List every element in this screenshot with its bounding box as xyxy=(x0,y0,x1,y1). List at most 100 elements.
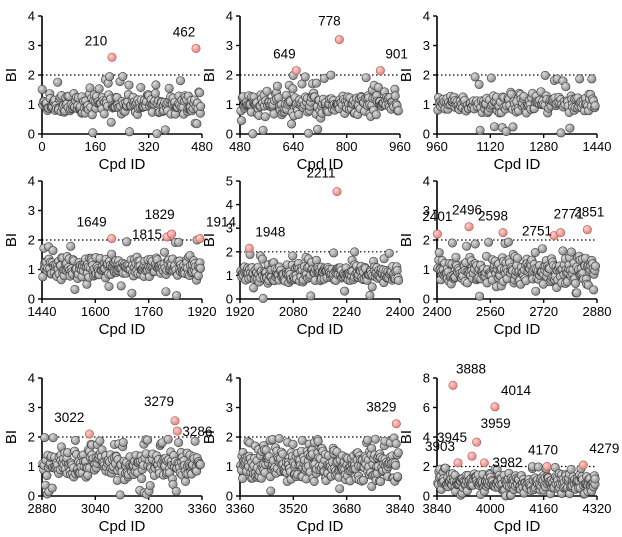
data-point xyxy=(575,74,585,84)
y-tick-label: 2 xyxy=(226,244,233,259)
data-point xyxy=(193,271,203,281)
outlier-point xyxy=(498,228,508,238)
data-point xyxy=(118,437,128,447)
y-axis-title: BI xyxy=(398,68,415,82)
x-tick-label: 320 xyxy=(138,139,160,154)
outlier-point xyxy=(244,243,254,253)
outlier-point xyxy=(107,52,117,62)
x-tick-label: 160 xyxy=(84,139,106,154)
data-point xyxy=(533,462,543,472)
data-point xyxy=(393,106,403,116)
outlier-label: 901 xyxy=(385,47,408,62)
data-point xyxy=(160,125,170,135)
x-tick-label: 3680 xyxy=(332,501,361,516)
data-point xyxy=(335,484,345,494)
outlier-label: 3959 xyxy=(481,416,511,431)
y-axis-title: BI xyxy=(3,430,20,444)
data-point xyxy=(150,88,160,98)
outlier-point xyxy=(84,429,94,439)
outlier-point xyxy=(479,458,489,468)
y-tick-label: 0 xyxy=(28,489,35,504)
outlier-label: 2751 xyxy=(522,224,552,239)
data-point xyxy=(143,435,153,445)
x-tick-label: 2880 xyxy=(28,501,57,516)
outlier-point xyxy=(170,416,180,426)
data-point xyxy=(106,117,116,127)
data-point xyxy=(587,74,597,84)
data-point xyxy=(361,73,371,83)
data-point xyxy=(371,110,381,120)
data-point xyxy=(558,246,568,256)
y-tick-label: 1 xyxy=(28,459,35,474)
x-axis-title: Cpd ID xyxy=(99,518,146,535)
outlier-label: 3286 xyxy=(182,424,212,439)
data-point xyxy=(367,282,377,292)
data-point xyxy=(258,293,268,303)
data-point xyxy=(375,477,385,487)
x-tick-label: 1440 xyxy=(583,139,612,154)
x-tick-label: 2240 xyxy=(332,304,361,319)
outlier-point xyxy=(291,66,301,76)
scatter-panel-5: 0 1 2 3 4 5 1920 2080 2240 2400 Cpd ID BI 1948 2211 xyxy=(201,166,414,338)
outlier-point xyxy=(453,458,463,468)
normal-points xyxy=(37,72,206,139)
x-axis-title: Cpd ID xyxy=(99,321,146,338)
normal-points xyxy=(236,70,403,139)
data-point xyxy=(288,439,298,449)
data-point xyxy=(248,129,258,139)
x-tick-label: 3360 xyxy=(188,501,217,516)
x-tick-label: 960 xyxy=(426,139,448,154)
data-point xyxy=(145,481,155,491)
scatter-panel-6: 0 1 2 3 4 2400 2560 2720 2880 Cpd ID BI 2401 2496259… xyxy=(398,174,611,339)
x-axis-title: Cpd ID xyxy=(494,321,541,338)
data-point xyxy=(390,91,400,101)
x-tick-label: 3840 xyxy=(423,501,452,516)
outlier-point xyxy=(195,234,205,244)
data-point xyxy=(340,286,350,296)
outlier-label: 3829 xyxy=(366,400,396,415)
outlier-label: 1829 xyxy=(145,207,175,222)
y-tick-label: 4 xyxy=(423,9,430,24)
outlier-label: 3279 xyxy=(144,394,174,409)
x-tick-label: 480 xyxy=(229,139,251,154)
data-point xyxy=(393,472,403,482)
data-point xyxy=(384,248,394,258)
data-point xyxy=(278,449,288,459)
outlier-label: 2771 xyxy=(554,207,584,222)
data-point xyxy=(370,434,380,444)
outlier-point xyxy=(582,225,592,235)
y-tick-label: 1 xyxy=(28,262,35,277)
outlier-point xyxy=(578,460,588,470)
x-tick-label: 1920 xyxy=(226,304,255,319)
y-tick-label: 5 xyxy=(226,174,233,189)
x-tick-label: 1600 xyxy=(81,304,110,319)
data-point xyxy=(508,122,518,132)
data-point xyxy=(176,76,186,86)
outlier-label: 4279 xyxy=(589,441,619,456)
scatter-panel-2: 0 1 2 3 4 480 640 800 960 Cpd ID BI 649 778 901 xyxy=(201,9,411,174)
data-point xyxy=(66,241,76,251)
data-point xyxy=(164,83,174,93)
outlier-point xyxy=(542,461,552,471)
data-point xyxy=(470,72,480,82)
data-point xyxy=(274,433,284,443)
outlier-point xyxy=(432,229,442,239)
data-point xyxy=(40,433,50,443)
x-tick-label: 3200 xyxy=(134,501,163,516)
data-point xyxy=(297,435,307,445)
x-tick-label: 640 xyxy=(282,139,304,154)
data-point xyxy=(470,239,480,249)
data-point xyxy=(196,263,206,273)
outlier-label: 2496 xyxy=(452,203,482,218)
data-point xyxy=(160,247,170,257)
normal-points xyxy=(433,462,600,501)
data-point xyxy=(136,83,146,93)
data-point xyxy=(196,102,206,112)
outlier-label: 2851 xyxy=(574,205,604,220)
x-axis-title: Cpd ID xyxy=(99,156,146,173)
data-point xyxy=(300,72,310,82)
outlier-label: 2401 xyxy=(422,209,452,224)
y-tick-label: 0 xyxy=(226,292,233,307)
y-tick-label: 3 xyxy=(28,38,35,53)
